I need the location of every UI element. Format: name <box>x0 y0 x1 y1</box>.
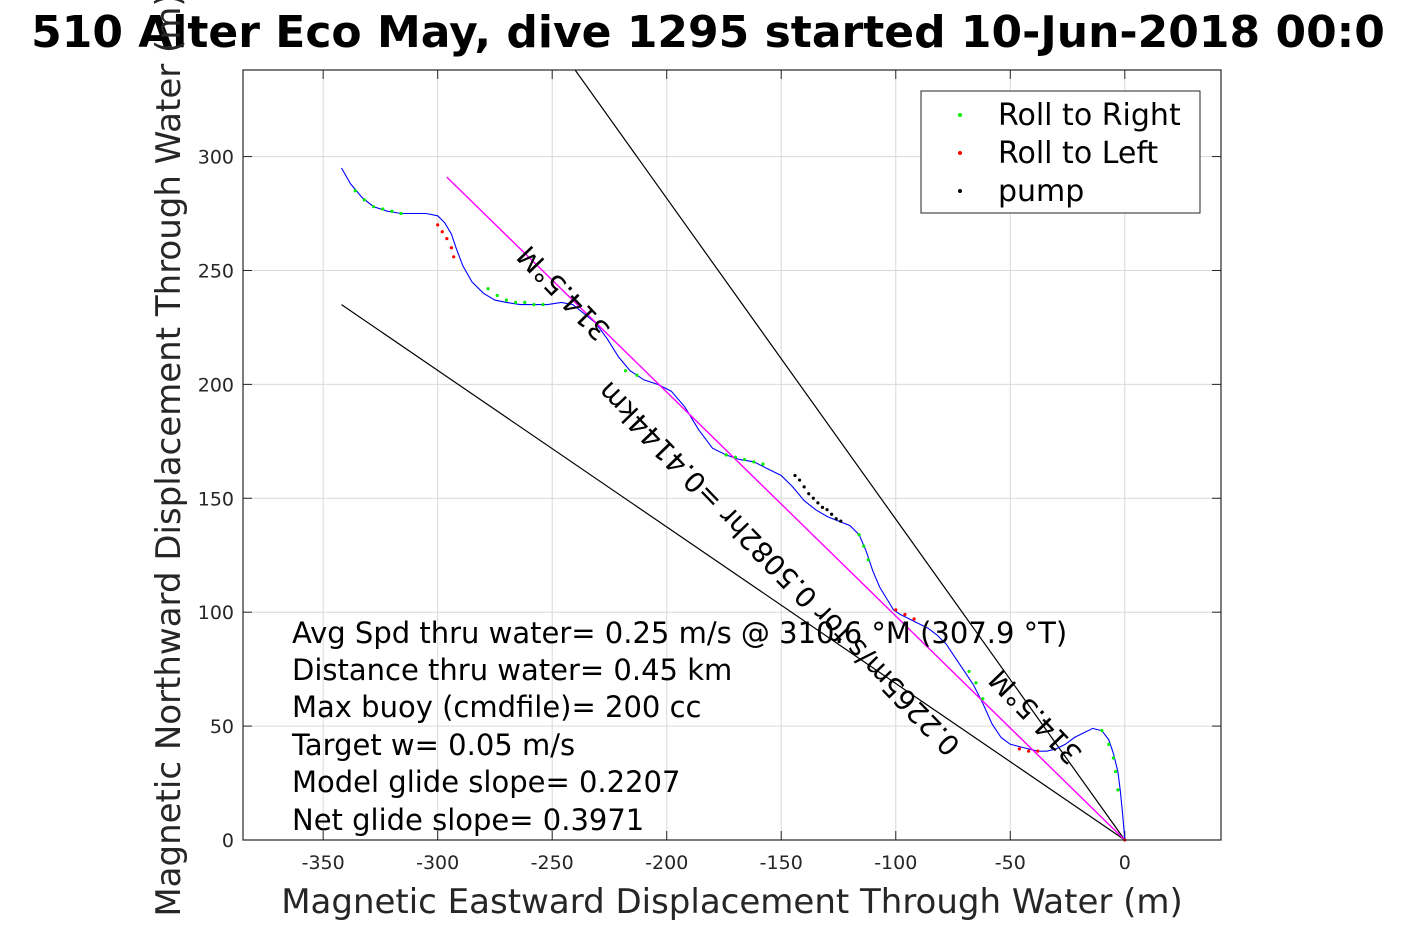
roll-right-point <box>1111 756 1115 760</box>
roll-right-point <box>371 205 376 209</box>
roll-left-point <box>903 612 907 617</box>
roll-right-point <box>390 209 394 213</box>
roll-left-point <box>436 223 440 227</box>
y-tick-label: 100 <box>198 602 234 624</box>
roll-left-point <box>1036 749 1040 753</box>
legend-pump-marker <box>958 189 962 193</box>
reference-lines <box>341 69 1126 841</box>
pump-point <box>811 496 815 500</box>
roll-left-point <box>440 230 444 234</box>
roll-right-point <box>495 293 499 298</box>
legend-roll-left-marker <box>958 151 962 155</box>
roll-right-point <box>862 544 866 548</box>
roll-right-point <box>857 533 861 537</box>
roll-left-point <box>1027 749 1031 753</box>
x-tick-label: -50 <box>995 852 1026 874</box>
y-tick-label: 150 <box>198 488 234 510</box>
x-tick-label: -350 <box>302 852 345 874</box>
chart-title: 510 Alter Eco May, dive 1295 started 10-… <box>31 7 1385 58</box>
roll-right-point <box>486 287 490 291</box>
x-tick-label: -150 <box>760 852 803 874</box>
roll-right-point <box>353 189 357 193</box>
roll-right-point <box>742 457 747 462</box>
pump-point <box>797 478 802 482</box>
roll-right-point <box>623 369 628 373</box>
roll-right-point <box>635 373 639 377</box>
pump-point <box>834 517 838 521</box>
roll-right-point <box>967 669 971 674</box>
legend-box <box>920 90 1201 214</box>
plot-frame <box>242 69 1222 841</box>
pump-point <box>816 501 820 505</box>
max-buoy-annotation: Max buoy (cmdfile)= 200 cc <box>292 690 701 724</box>
roll-left-point <box>449 246 454 250</box>
y-tick-label: 200 <box>198 374 234 396</box>
roll-right-point <box>513 300 518 304</box>
legend-pump: pump <box>998 174 1084 209</box>
roll-right-point <box>541 303 545 307</box>
heading-reference-line <box>341 304 1126 841</box>
x-tick-label: -100 <box>874 852 917 874</box>
roll-right-point <box>761 462 765 466</box>
net-glide-annotation: Net glide slope= 0.3971 <box>292 803 644 837</box>
avg-speed-annotation: Avg Spd thru water= 0.25 m/s @ 310.6 °M … <box>292 616 1067 650</box>
roll-right-point <box>974 681 978 685</box>
x-tick-label: -300 <box>416 852 459 874</box>
legend: Roll to Right Roll to Left pump <box>920 90 1201 214</box>
roll-right-point <box>866 558 870 562</box>
pump-point <box>820 505 825 509</box>
target-w-annotation: Target w= 0.05 m/s <box>291 728 575 762</box>
roll-right-point <box>724 453 728 457</box>
x-axis-label: Magnetic Eastward Displacement Through W… <box>281 882 1183 922</box>
heading-reference-line <box>574 69 1126 841</box>
pump-point <box>793 473 797 478</box>
roll-right-point <box>1100 729 1104 733</box>
distance-annotation: Distance thru water= 0.45 km <box>292 653 732 687</box>
y-tick-label: 250 <box>198 260 234 282</box>
roll-right-point <box>532 303 536 307</box>
pump-point <box>839 519 843 523</box>
stats-annotations: Avg Spd thru water= 0.25 m/s @ 310.6 °M … <box>291 616 1067 837</box>
x-tick-label: -200 <box>645 852 688 874</box>
legend-roll-right: Roll to Right <box>998 98 1181 133</box>
roll-right-point <box>733 455 738 459</box>
roll-left-point <box>1017 747 1022 751</box>
roll-right-point <box>523 300 527 304</box>
legend-roll-right-marker <box>958 113 962 117</box>
pump-point <box>807 492 811 496</box>
x-tick-label: -250 <box>531 852 574 874</box>
x-tick-label: 0 <box>1119 852 1131 874</box>
roll-right-point <box>981 697 985 701</box>
y-axis-label: Magnetic Northward Displacement Through … <box>149 0 189 917</box>
roll-right-point <box>1116 788 1120 792</box>
roll-right-point <box>504 298 508 302</box>
roll-left-point <box>912 617 916 621</box>
roll-left-point <box>894 608 898 612</box>
roll-left-point <box>452 255 456 259</box>
roll-left-point <box>445 236 449 241</box>
marker-points <box>353 189 1127 842</box>
pump-point <box>802 485 806 489</box>
y-tick-label: 0 <box>222 830 234 852</box>
y-tick-label: 300 <box>198 147 234 169</box>
model-glide-annotation: Model glide slope= 0.2207 <box>292 765 680 799</box>
net-displacement-line <box>446 176 1126 841</box>
y-tick-label: 50 <box>210 716 234 738</box>
roll-right-point <box>362 198 366 202</box>
roll-right-point <box>1114 770 1118 774</box>
pump-point <box>825 508 829 512</box>
pump-point <box>830 512 834 516</box>
legend-roll-left: Roll to Left <box>998 136 1158 171</box>
roll-right-point <box>752 460 756 464</box>
axis-ticks: -350 -300 -250 -200 -150 -100 -50 0 0 50 100 150 200… <box>198 70 1221 874</box>
roll-right-point <box>381 207 385 211</box>
roll-right-point <box>399 211 403 216</box>
roll-right-point <box>1107 742 1111 746</box>
